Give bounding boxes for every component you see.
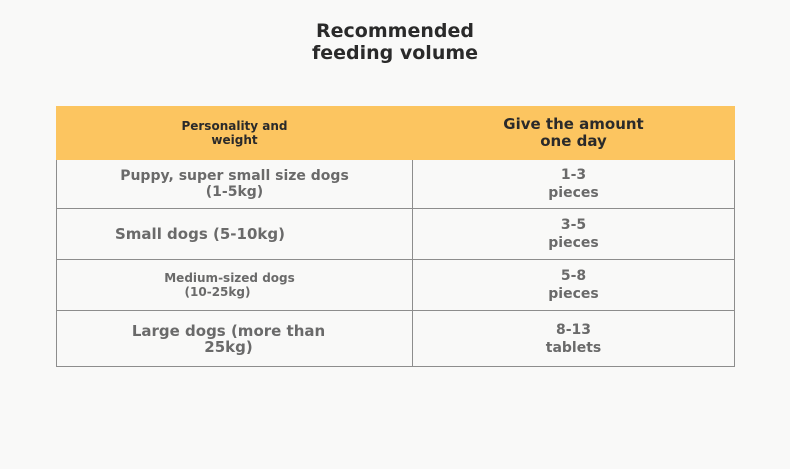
- header-col2-line-2: one day: [540, 132, 607, 150]
- header-personality-weight: Personality and weight: [56, 106, 413, 160]
- feeding-volume-table: Personality and weight Give the amount o…: [56, 106, 735, 367]
- row-label-line: (1-5kg): [205, 184, 264, 200]
- row-amount: 5-8 pieces: [412, 259, 735, 311]
- table-row: Puppy, super small size dogs (1-5kg) 1-3…: [56, 159, 735, 209]
- row-amount: 1-3 pieces: [412, 159, 735, 209]
- row-label-line: Puppy, super small size dogs: [120, 168, 349, 184]
- row-label: Large dogs (more than 25kg): [56, 310, 413, 367]
- page-title: Recommended feeding volume: [0, 20, 790, 64]
- row-label-line: 25kg): [204, 337, 253, 356]
- row-label-line: Medium-sized dogs: [164, 271, 295, 285]
- row-amount: 3-5 pieces: [412, 208, 735, 260]
- table-header-row: Personality and weight Give the amount o…: [56, 106, 735, 160]
- row-label: Puppy, super small size dogs (1-5kg): [56, 159, 413, 209]
- row-amount-value: 1-3: [560, 167, 587, 183]
- row-amount-unit: pieces: [548, 185, 599, 201]
- row-amount-value: 5-8: [560, 268, 587, 284]
- row-amount-unit: pieces: [548, 286, 599, 302]
- row-amount-value: 3-5: [560, 217, 587, 233]
- row-label: Small dogs (5-10kg): [56, 208, 413, 260]
- row-amount: 8-13 tablets: [412, 310, 735, 367]
- header-amount-per-day: Give the amount one day: [412, 106, 735, 160]
- row-label: Medium-sized dogs (10-25kg): [56, 259, 413, 311]
- table-row: Medium-sized dogs (10-25kg) 5-8 pieces: [56, 259, 735, 311]
- row-label-line: (10-25kg): [184, 285, 251, 299]
- header-col1-line-1: Personality and: [181, 119, 288, 133]
- row-amount-value: 8-13: [555, 321, 592, 338]
- header-col1-line-2: weight: [211, 133, 258, 147]
- table-row: Small dogs (5-10kg) 3-5 pieces: [56, 208, 735, 260]
- page-title-line-2: feeding volume: [311, 42, 479, 64]
- row-amount-unit: pieces: [548, 235, 599, 251]
- row-label-line: Large dogs (more than: [131, 321, 326, 340]
- row-amount-unit: tablets: [545, 339, 602, 356]
- table-row: Large dogs (more than 25kg) 8-13 tablets: [56, 310, 735, 367]
- header-col2-line-1: Give the amount: [503, 115, 644, 133]
- row-label-line: Small dogs (5-10kg): [115, 225, 285, 243]
- page-title-line-1: Recommended: [316, 20, 474, 42]
